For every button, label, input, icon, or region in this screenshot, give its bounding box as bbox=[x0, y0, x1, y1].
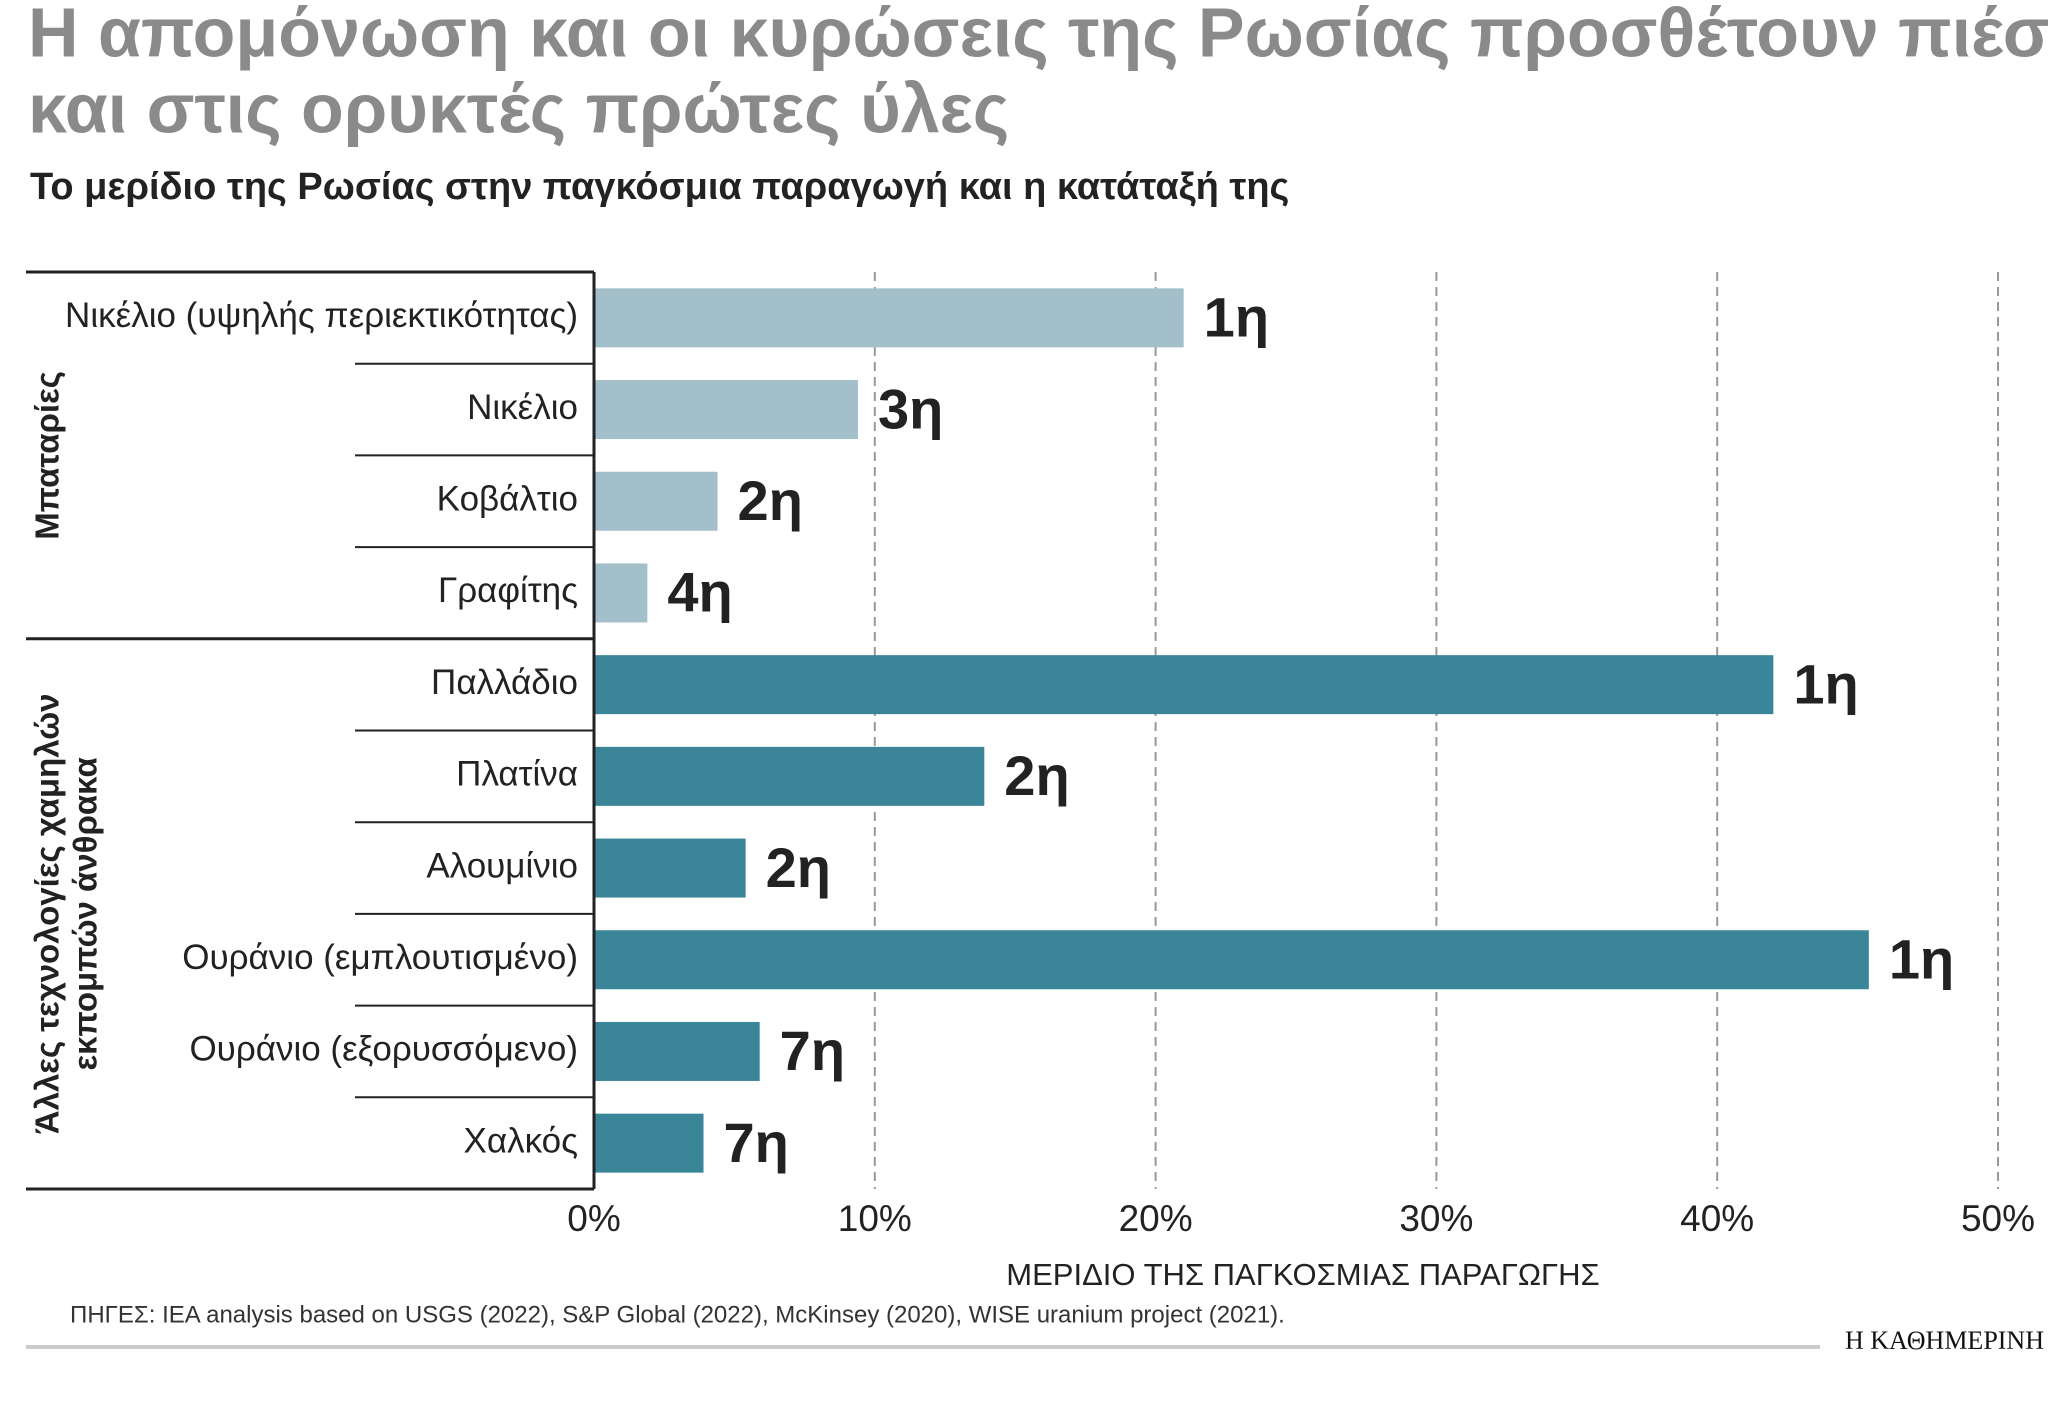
rank-label: 2η bbox=[1004, 744, 1069, 807]
rank-label: 1η bbox=[1793, 652, 1858, 715]
x-tick-label: 10% bbox=[838, 1198, 912, 1239]
bar bbox=[594, 655, 1774, 715]
category-label: Νικέλιο bbox=[467, 388, 578, 427]
category-label: Παλλάδιο bbox=[431, 663, 578, 702]
rank-label: 1η bbox=[1889, 928, 1954, 991]
bar bbox=[594, 288, 1184, 348]
x-tick-label: 0% bbox=[567, 1198, 620, 1239]
bar bbox=[594, 930, 1869, 990]
chart-subtitle: Το μερίδιο της Ρωσίας στην παγκόσμια παρ… bbox=[30, 166, 1289, 208]
category-label: Κοβάλτιο bbox=[437, 480, 578, 519]
source: ΠΗΓΕΣ: IEA analysis based on USGS (2022)… bbox=[70, 1301, 1285, 1328]
bar bbox=[594, 380, 858, 440]
group-label: Μπαταρίες bbox=[29, 371, 66, 540]
bar bbox=[594, 563, 648, 623]
rank-label: 7η bbox=[780, 1019, 845, 1082]
category-label: Ουράνιο (εξορυσσόμενο) bbox=[189, 1030, 578, 1069]
x-tick-label: 30% bbox=[1399, 1198, 1473, 1239]
group-label: Άλλες τεχνολογίες χαμηλών bbox=[29, 694, 66, 1135]
rank-label: 1η bbox=[1204, 286, 1269, 349]
bar bbox=[594, 1113, 704, 1173]
x-tick-label: 50% bbox=[1961, 1198, 2035, 1239]
brand: Η ΚΑΘΗΜΕΡΙΝΗ bbox=[1845, 1326, 2044, 1355]
x-tick-label: 40% bbox=[1680, 1198, 1754, 1239]
category-label: Ουράνιο (εμπλουτισμένο) bbox=[182, 938, 578, 977]
rank-label: 2η bbox=[738, 469, 803, 532]
rank-label: 3η bbox=[878, 377, 943, 440]
category-label: Πλατίνα bbox=[456, 755, 578, 794]
bar bbox=[594, 1021, 760, 1081]
chart-title: και στις ορυκτές πρώτες ύλες bbox=[28, 69, 1009, 147]
chart-title: Η απομόνωση και οι κυρώσεις της Ρωσίας π… bbox=[28, 0, 2048, 71]
rank-label: 2η bbox=[766, 836, 831, 899]
bar bbox=[594, 838, 746, 898]
group-label: εκπομπών άνθρακα bbox=[67, 757, 104, 1070]
bar bbox=[594, 746, 985, 806]
rank-label: 4η bbox=[667, 561, 732, 624]
bar bbox=[594, 471, 718, 531]
category-label: Νικέλιο (υψηλής περιεκτικότητας) bbox=[65, 296, 578, 335]
x-tick-label: 20% bbox=[1119, 1198, 1193, 1239]
rank-label: 7η bbox=[724, 1111, 789, 1174]
category-label: Χαλκός bbox=[464, 1121, 579, 1160]
category-label: Αλουμίνιο bbox=[426, 846, 578, 885]
category-label: Γραφίτης bbox=[438, 571, 578, 610]
x-axis-label: ΜΕΡΙΔΙΟ ΤΗΣ ΠΑΓΚΟΣΜΙΑΣ ΠΑΡΑΓΩΓΗΣ bbox=[1006, 1257, 1599, 1292]
